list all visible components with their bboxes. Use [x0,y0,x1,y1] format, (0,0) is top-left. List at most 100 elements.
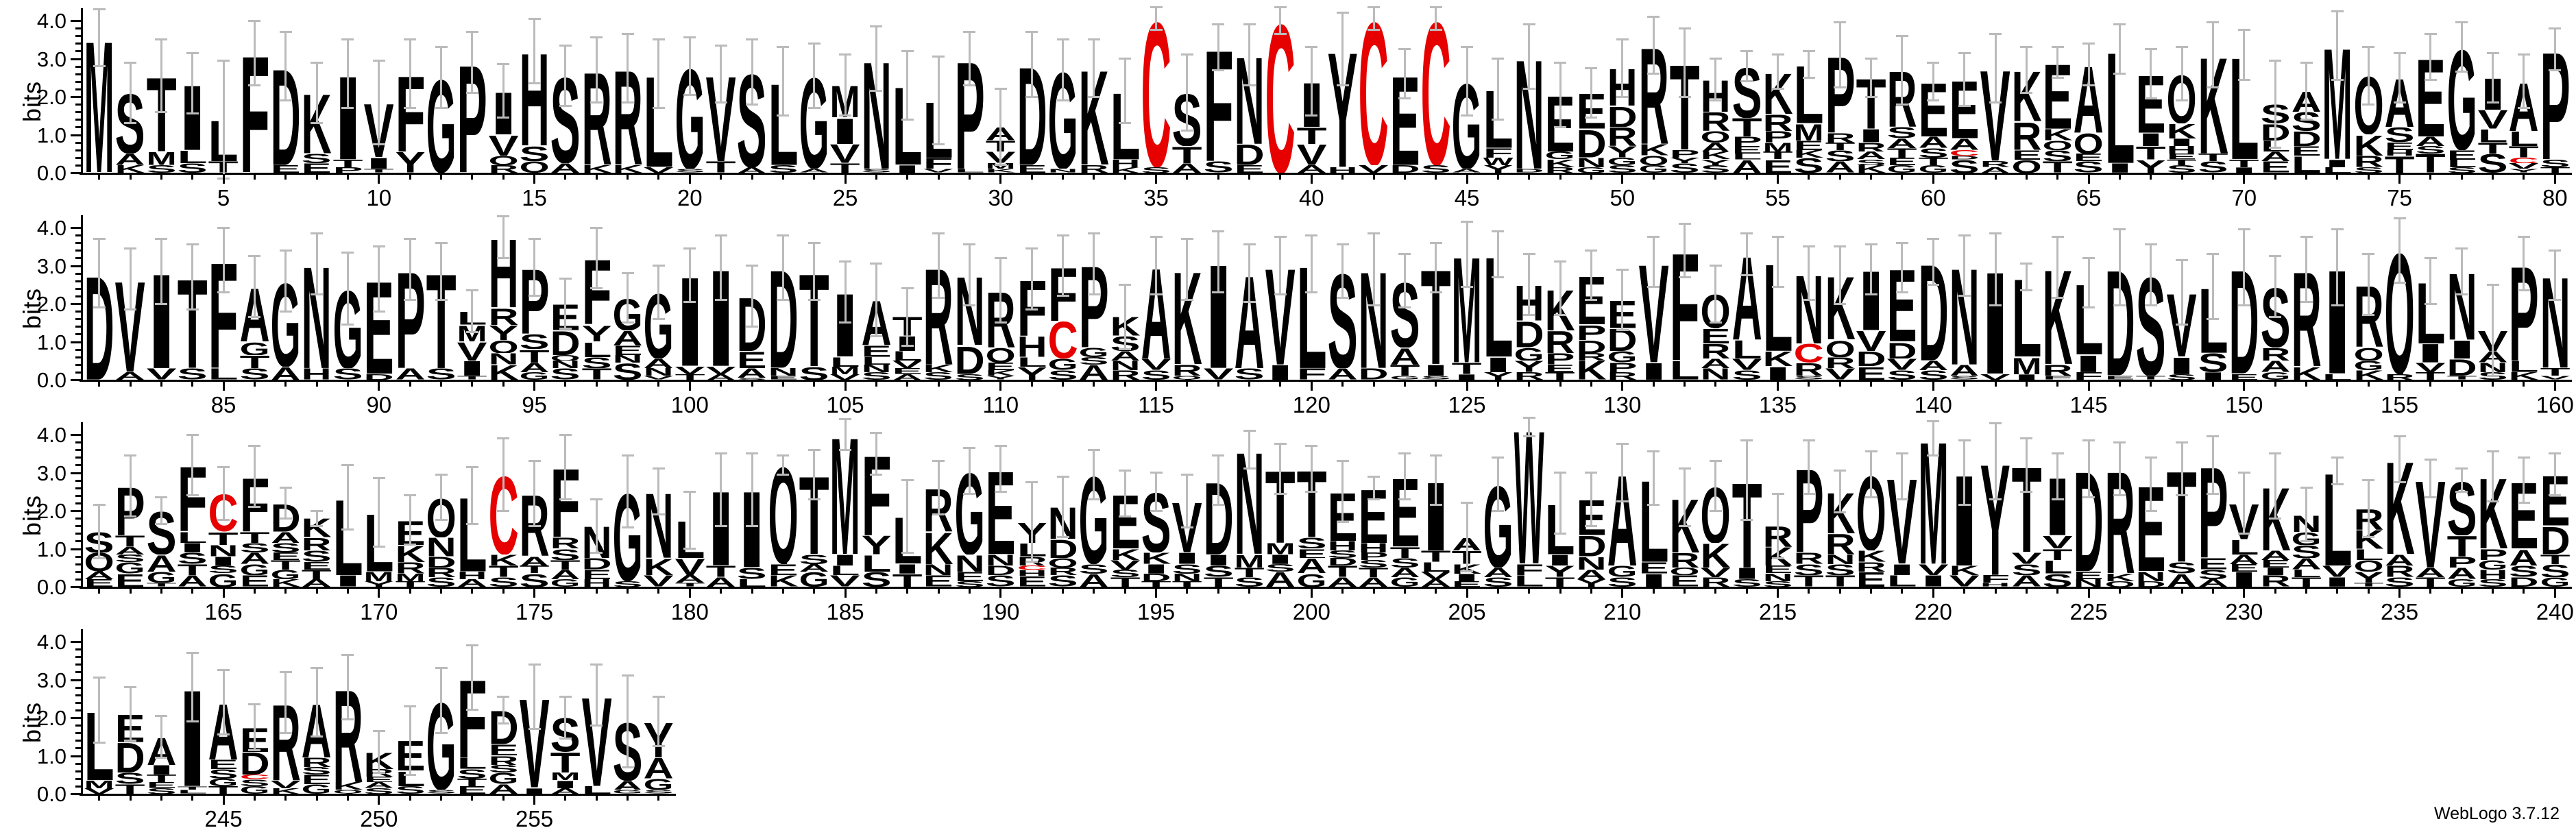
logo-letter-K-68: K [2166,123,2197,138]
x-minor-tick [1279,588,1282,594]
error-bar-cap [559,44,572,47]
x-tick-label-170: 170 [360,599,398,624]
logo-letter-Y-110: Y [985,376,1016,380]
svg-text:A: A [2446,568,2477,579]
x-major-tick [533,588,536,598]
x-minor-tick [1248,381,1251,387]
svg-text:D: D [2540,526,2570,555]
x-tick-label-40: 40 [1298,185,1324,210]
error-bar [627,34,629,103]
error-bar-cap [404,38,417,41]
y-minor-tick [75,103,81,106]
error-bar [2150,457,2152,511]
error-bar-cap [1492,118,1505,121]
x-minor-tick [2336,381,2339,387]
logo-letter-V-179: V [643,575,674,587]
x-minor-tick [1838,588,1841,594]
error-bar-cap [1834,245,1847,248]
logo-letter-S-64: S [2042,150,2073,162]
error-bar [2243,29,2246,80]
svg-text:L: L [830,565,860,575]
error-bar-cap [248,255,261,258]
logo-letter-S-201: S [1327,550,1358,558]
x-minor-tick [1496,588,1499,594]
svg-text:T: T [239,532,269,544]
error-bar-cap [1864,450,1878,453]
error-bar [1994,233,1997,306]
error-bar-cap [1492,230,1505,233]
error-bar-cap [2113,23,2126,26]
svg-text:S: S [178,552,208,564]
error-bar-cap [1087,38,1100,41]
svg-text:T: T [2416,577,2446,587]
logo-letter-T-80: T [2540,167,2571,173]
logo-letter-D-246: D [239,752,270,775]
svg-text:S: S [1079,564,1109,574]
error-bar [1248,24,1251,86]
logo-letter-S-252: S [426,790,457,794]
logo-letter-D-177: D [581,558,612,570]
error-bar [1155,472,1158,511]
logo-letter-M-199: M [1265,543,1296,555]
svg-text:K: K [115,165,145,173]
logo-letter-G-210: G [1607,565,1638,577]
x-tick-label-125: 125 [1448,392,1486,417]
x-tick-label-80: 80 [2542,185,2568,210]
error-bar-cap [124,739,137,742]
x-minor-tick [657,381,660,387]
x-tick-label-90: 90 [366,392,392,417]
svg-text:S: S [1887,127,1917,138]
svg-text:N: N [1701,368,1731,380]
logo-letter-I-230: I [2228,572,2259,587]
logo-letter-D-130: D [1607,328,1638,351]
logo-letter-V-99: V [643,376,674,380]
error-bar-cap [2455,490,2468,493]
error-bar-cap [1025,247,1038,250]
y-minor-tick [75,724,81,727]
logo-letter-G-245: G [208,779,239,786]
x-minor-tick [2305,174,2308,180]
logo-letter-N-215: N [1762,574,1793,581]
error-bar-cap [621,674,634,677]
error-bar [129,62,132,123]
x-minor-tick [2492,588,2494,594]
svg-text:M: M [1235,555,1265,568]
error-bar [160,239,162,304]
y-minor-tick [75,348,81,351]
logo-letter-S-248: S [301,767,332,775]
y-minor-tick [75,149,81,151]
svg-text:E: E [146,782,176,788]
logo-letter-S-235: S [2384,577,2415,587]
error-bar-cap [559,433,572,436]
y-minor-tick [75,249,81,252]
logo-letter-A-76: A [2415,136,2446,146]
svg-text:T: T [1763,151,1793,159]
logo-letter-A-99: A [643,358,674,368]
error-bar-cap [1305,291,1318,293]
logo-letter-I-66: I [2104,163,2135,173]
error-bar-cap [2144,456,2157,459]
logo-letter-S-194: S [1110,570,1141,577]
logo-letter-T-202: T [1358,568,1389,577]
error-bar-cap [932,143,945,145]
x-major-tick [378,795,380,805]
error-bar-cap [932,56,945,58]
svg-text:R: R [1079,165,1109,173]
svg-text:S: S [426,368,457,380]
error-bar-cap [839,114,852,117]
error-bar-cap [777,454,790,457]
error-bar-cap [1927,99,1940,102]
logo-letter-G-259: G [643,779,674,790]
x-tick-label-205: 205 [1448,599,1486,624]
logo-letter-T-68: T [2166,160,2198,165]
logo-letter-V-137: V [1825,368,1856,380]
svg-text:V: V [675,558,705,575]
logo-letter-E-150: E [2228,374,2259,380]
logo-letter-V-25: V [829,144,860,163]
svg-text:E: E [861,345,891,357]
error-bar-cap [93,741,106,744]
logo-letter-E-254: E [488,744,519,756]
error-bar [2553,453,2556,496]
svg-text:I: I [550,781,581,788]
svg-text:E: E [457,786,487,794]
